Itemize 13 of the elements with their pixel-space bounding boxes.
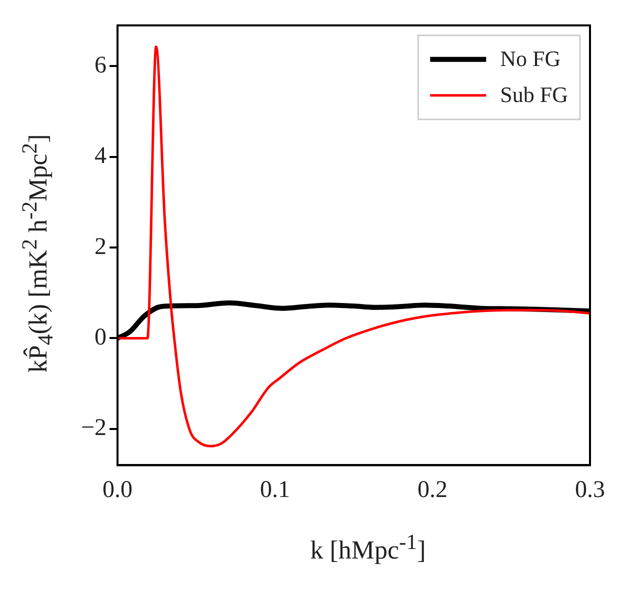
legend-label: No FG	[500, 46, 561, 72]
line-series	[118, 45, 590, 448]
y-tick-label: −2	[80, 415, 107, 442]
y-tick-label: 2	[94, 234, 107, 260]
x-tick-label: 0.0	[102, 476, 133, 503]
y-tick-label: 6	[94, 52, 107, 79]
x-tick-label: 0.2	[418, 476, 448, 503]
y-tick-label: 4	[94, 143, 107, 170]
x-tick-label: 0.3	[575, 476, 605, 503]
y-tick-label: 0	[94, 324, 107, 351]
legend-label: Sub FG	[500, 82, 568, 108]
x-axis-title: k [hMpc$^{-1}$]	[309, 530, 427, 566]
x-tick-label: 0.1	[260, 476, 290, 503]
